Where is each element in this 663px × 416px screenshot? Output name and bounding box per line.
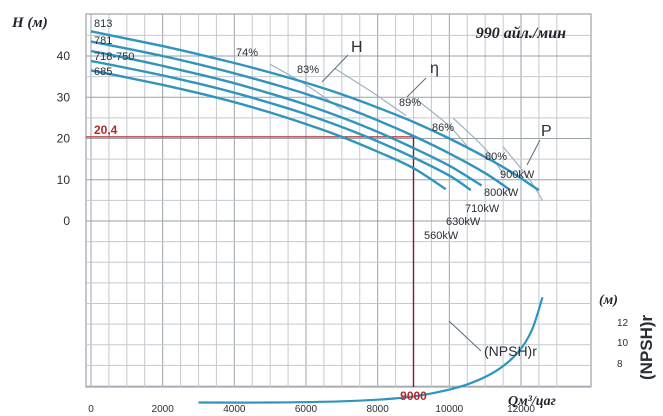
operating-head-value: 20,4 <box>94 123 118 137</box>
head-curves <box>90 30 540 192</box>
power-curve-label: P <box>541 123 552 140</box>
chart-title: 990 айл./мин <box>476 25 566 42</box>
impeller-diameter-label: 685 <box>94 66 112 78</box>
operating-flow-value: 9000 <box>400 389 427 403</box>
npsh-curve-line <box>198 296 544 404</box>
head-curve <box>90 30 540 192</box>
tick-labels: 0 2000 4000 6000 8000 10000 12000 0 10 20 30 40 8 10 1… <box>57 49 629 415</box>
operating-point-lines <box>86 136 415 387</box>
efficiency-label: 83% <box>297 64 319 76</box>
y2-unit-label: (м) <box>599 293 618 308</box>
x-tick-label: 8000 <box>367 404 390 415</box>
head-curve <box>90 40 511 192</box>
power-label-pointer <box>526 139 541 166</box>
head-curve <box>90 59 472 192</box>
efficiency-curve-label: η <box>430 60 439 77</box>
efficiency-curve <box>452 117 504 174</box>
power-label: 900kW <box>500 169 535 181</box>
efficiency-curve <box>502 146 544 201</box>
efficiency-label: 74% <box>236 47 258 59</box>
x-tick-label: 12000 <box>507 404 535 415</box>
x-tick-label: 10000 <box>435 404 463 415</box>
efficiency-label: 86% <box>432 122 454 134</box>
chart-labels: 813 781 718-750 685 74% 83% 89% 86% 80% 900kW 800k… <box>94 18 552 403</box>
power-label: 710kW <box>465 203 500 215</box>
x-tick-label: 2000 <box>152 404 175 415</box>
efficiency-curve <box>413 96 472 152</box>
x-axis-label: Qм³/цаг <box>508 394 556 409</box>
y-tick-label: 40 <box>57 49 71 63</box>
impeller-diameter-label: 813 <box>94 18 112 30</box>
y2-axis-label: (NPSH)r <box>637 314 656 380</box>
y2-tick-label: 10 <box>617 338 629 349</box>
y2-tick-label: 8 <box>617 359 623 370</box>
head-label-pointer <box>321 54 349 83</box>
x-tick-label: 6000 <box>295 404 318 415</box>
impeller-diameter-label: 718-750 <box>94 51 134 63</box>
power-label: 560kW <box>424 230 459 242</box>
efficiency-label: 89% <box>399 97 421 109</box>
npsh-curve <box>198 296 544 404</box>
x-tick-label: 4000 <box>223 404 246 415</box>
y-tick-label: 30 <box>57 90 71 104</box>
power-label: 630kW <box>446 216 481 228</box>
y-tick-label: 0 <box>63 214 70 228</box>
y-axis-label: H (м) <box>11 15 48 31</box>
efficiency-curve <box>334 67 407 117</box>
head-curve-label: H <box>351 39 363 56</box>
y-tick-label: 10 <box>57 173 71 187</box>
head-curve <box>90 69 447 191</box>
head-curve <box>90 49 483 187</box>
impeller-diameter-label: 781 <box>94 35 112 47</box>
x-tick-label: 0 <box>88 404 94 415</box>
npsh-curve-label: (NPSH)r <box>484 343 537 359</box>
y-tick-label: 20 <box>57 132 71 146</box>
y2-tick-label: 12 <box>617 318 629 329</box>
efficiency-label: 80% <box>485 151 507 163</box>
npsh-label-pointer <box>448 320 482 352</box>
efficiency-label-pointer <box>406 77 427 98</box>
power-label: 800kW <box>484 187 519 199</box>
